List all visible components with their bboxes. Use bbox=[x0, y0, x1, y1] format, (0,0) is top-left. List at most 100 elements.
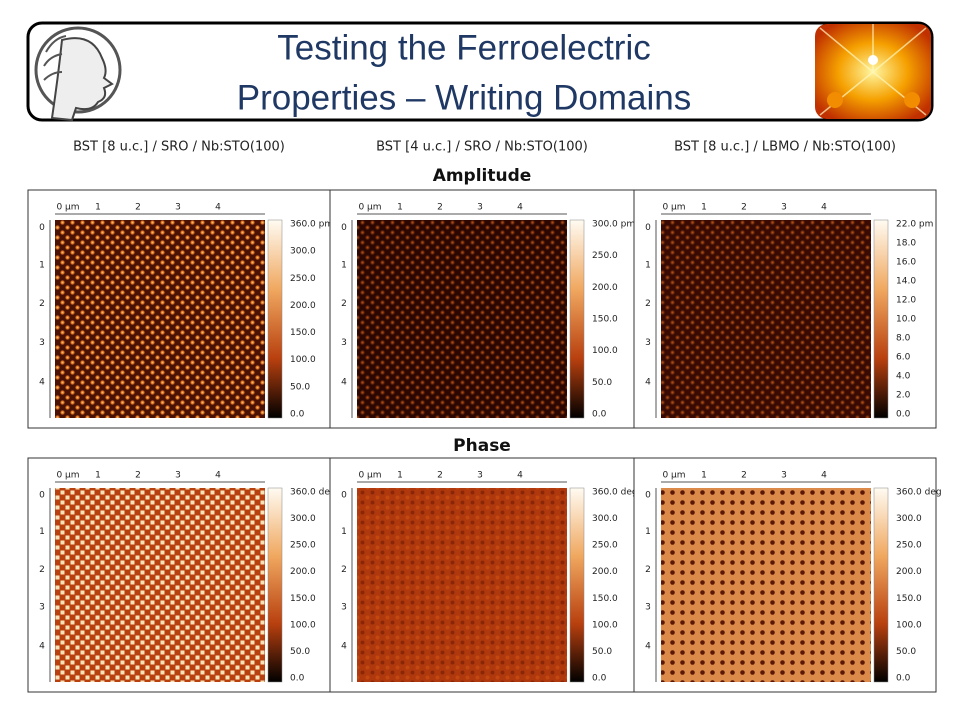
colorbar-label: 360.0 deg bbox=[896, 488, 942, 498]
x-tick-label: 3 bbox=[477, 203, 483, 213]
y-tick-label: 2 bbox=[39, 565, 45, 575]
y-tick-label: 0 bbox=[341, 223, 347, 233]
x-tick-label: 1 bbox=[397, 471, 403, 481]
colorbar-label: 200.0 bbox=[290, 301, 316, 311]
colorbar-label: 300.0 bbox=[592, 514, 618, 524]
colorbar-label: 100.0 bbox=[290, 355, 316, 365]
colorbar-label: 16.0 bbox=[896, 258, 916, 268]
x-tick-label: 4 bbox=[517, 471, 523, 481]
colorbar-label: 360.0 deg bbox=[290, 488, 336, 498]
column-label: BST [8 u.c.] / SRO / Nb:STO(100) bbox=[73, 140, 285, 155]
colorbar bbox=[267, 219, 283, 419]
column-label: BST [8 u.c.] / LBMO / Nb:STO(100) bbox=[674, 140, 896, 155]
y-tick-label: 3 bbox=[39, 603, 45, 613]
colorbar-label: 200.0 bbox=[592, 283, 618, 293]
x-tick-label: 3 bbox=[781, 471, 787, 481]
y-tick-label: 1 bbox=[645, 261, 651, 271]
y-tick-label: 0 bbox=[39, 223, 45, 233]
y-tick-label: 1 bbox=[39, 261, 45, 271]
x-tick-label: 3 bbox=[477, 471, 483, 481]
y-tick-label: 4 bbox=[341, 642, 347, 652]
x-tick-label: 1 bbox=[95, 471, 101, 481]
colorbar-label: 8.0 bbox=[896, 334, 911, 344]
y-tick-label: 3 bbox=[645, 603, 651, 613]
colorbar-label: 6.0 bbox=[896, 353, 911, 363]
y-tick-label: 4 bbox=[341, 377, 347, 387]
colorbar-label: 100.0 bbox=[592, 346, 618, 356]
colorbar-label: 100.0 bbox=[290, 620, 316, 630]
afm-panel: 0 µm 1 2 3 4 0 1 2 3 4 360.0 deg 300.0 250.0 200.0 150… bbox=[27, 457, 336, 693]
x-tick-label: 1 bbox=[701, 203, 707, 213]
colorbar-label: 100.0 bbox=[896, 620, 922, 630]
y-tick-label: 3 bbox=[341, 603, 347, 613]
x-tick-label: 3 bbox=[175, 203, 181, 213]
colorbar-label: 2.0 bbox=[896, 391, 911, 401]
colorbar-label: 300.0 bbox=[290, 514, 316, 524]
colorbar-label: 250.0 bbox=[592, 251, 618, 261]
colorbar-label: 0.0 bbox=[896, 410, 911, 420]
colorbar-label: 18.0 bbox=[896, 239, 916, 249]
colorbar-label: 300.0 bbox=[290, 247, 316, 257]
colorbar-label: 150.0 bbox=[290, 594, 316, 604]
afm-image bbox=[661, 488, 871, 682]
colorbar bbox=[873, 487, 889, 683]
x-tick-label: 0 µm bbox=[662, 471, 685, 481]
colorbar-label: 14.0 bbox=[896, 277, 916, 287]
title-line: Properties – Writing Domains bbox=[237, 78, 692, 117]
header-box bbox=[26, 21, 934, 122]
x-tick-label: 3 bbox=[175, 471, 181, 481]
y-tick-label: 0 bbox=[39, 490, 45, 500]
y-tick-label: 3 bbox=[341, 338, 347, 348]
colorbar-label: 360.0 deg bbox=[592, 488, 638, 498]
y-tick-label: 2 bbox=[341, 299, 347, 309]
x-tick-label: 0 µm bbox=[358, 471, 381, 481]
y-tick-label: 0 bbox=[645, 490, 651, 500]
x-tick-label: 1 bbox=[701, 471, 707, 481]
colorbar-label: 360.0 pm bbox=[290, 220, 333, 230]
y-tick-label: 0 bbox=[645, 223, 651, 233]
colorbar-label: 4.0 bbox=[896, 372, 911, 382]
colorbar-label: 50.0 bbox=[290, 647, 310, 657]
colorbar-label: 300.0 bbox=[896, 514, 922, 524]
header-image bbox=[815, 24, 931, 119]
x-tick-label: 0 µm bbox=[358, 203, 381, 213]
x-tick-label: 2 bbox=[135, 203, 141, 213]
colorbar-label: 250.0 bbox=[592, 541, 618, 551]
afm-image bbox=[661, 220, 871, 418]
section-title: Amplitude bbox=[433, 166, 532, 186]
colorbar-label: 0.0 bbox=[592, 410, 607, 420]
x-tick-label: 1 bbox=[397, 203, 403, 213]
y-tick-label: 1 bbox=[341, 261, 347, 271]
colorbar-label: 300.0 pm bbox=[592, 220, 635, 230]
colorbar-label: 50.0 bbox=[592, 647, 612, 657]
y-tick-label: 2 bbox=[645, 565, 651, 575]
x-tick-label: 4 bbox=[215, 203, 221, 213]
y-tick-label: 4 bbox=[39, 377, 45, 387]
afm-image bbox=[357, 220, 567, 418]
x-tick-label: 2 bbox=[741, 471, 747, 481]
x-tick-label: 4 bbox=[215, 471, 221, 481]
x-tick-label: 4 bbox=[821, 203, 827, 213]
colorbar-label: 50.0 bbox=[290, 382, 310, 392]
y-tick-label: 4 bbox=[645, 642, 651, 652]
x-tick-label: 2 bbox=[437, 471, 443, 481]
colorbar bbox=[569, 219, 585, 419]
colorbar bbox=[569, 487, 585, 683]
y-tick-label: 2 bbox=[39, 299, 45, 309]
x-tick-label: 4 bbox=[821, 471, 827, 481]
afm-panel: 0 µm 1 2 3 4 0 1 2 3 4 22.0 pm 18.0 16.0 14.0 12.0 10.0… bbox=[633, 189, 937, 429]
x-tick-label: 0 µm bbox=[56, 203, 79, 213]
colorbar-label: 150.0 bbox=[896, 594, 922, 604]
afm-image bbox=[55, 488, 265, 682]
colorbar-label: 0.0 bbox=[896, 674, 911, 684]
colorbar-label: 200.0 bbox=[896, 567, 922, 577]
colorbar-label: 200.0 bbox=[592, 567, 618, 577]
colorbar-label: 0.0 bbox=[592, 674, 607, 684]
colorbar-label: 250.0 bbox=[290, 274, 316, 284]
title-line: Testing the Ferroelectric bbox=[277, 28, 650, 67]
x-tick-label: 1 bbox=[95, 203, 101, 213]
y-tick-label: 3 bbox=[39, 338, 45, 348]
afm-panel: 0 µm 1 2 3 4 0 1 2 3 4 360.0 deg 300.0 250.0 200.0 150… bbox=[329, 457, 638, 693]
